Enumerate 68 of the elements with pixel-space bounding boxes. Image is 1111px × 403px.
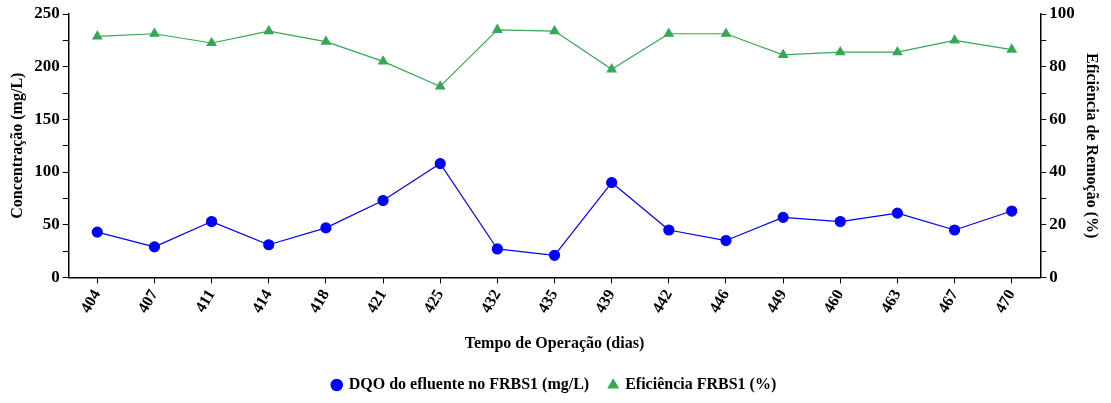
y-tick-label: 250 — [34, 3, 60, 23]
point — [549, 25, 560, 35]
y-tick-label: 200 — [34, 56, 60, 76]
point — [263, 25, 274, 35]
x-axis-title: Tempo de Operação (dias) — [464, 333, 645, 352]
point — [91, 226, 103, 238]
y-axis-title: Concentração (mg/L) — [7, 72, 26, 219]
x-tick-label: 411 — [191, 286, 218, 315]
x-tick-label: 463 — [876, 286, 904, 316]
y-tick-label: 0 — [51, 266, 60, 286]
point — [1006, 43, 1017, 53]
x-tick-label: 407 — [133, 286, 161, 316]
point — [721, 28, 731, 37]
point — [205, 215, 218, 228]
y2-tick-label: 60 — [1049, 108, 1067, 128]
x-tick-label: 432 — [476, 286, 504, 316]
y-tick-label: 100 — [34, 161, 60, 181]
point — [378, 55, 388, 65]
point — [320, 222, 332, 234]
x-tick-label: 446 — [705, 286, 733, 316]
y2-tick-label: 100 — [1049, 3, 1075, 23]
x-tick-label: 470 — [991, 286, 1018, 316]
point — [777, 211, 789, 223]
x-tick-label: 442 — [648, 286, 675, 316]
point — [1006, 205, 1018, 217]
point — [435, 80, 446, 90]
x-tick-label: 425 — [419, 286, 447, 316]
point — [377, 194, 389, 207]
y2-axis-title: Eficiência de Remoção (%) — [1083, 53, 1102, 239]
point — [492, 24, 503, 33]
x-tick-label: 449 — [762, 286, 790, 316]
point — [434, 158, 446, 170]
point — [663, 224, 675, 236]
point — [891, 207, 904, 219]
point — [892, 46, 903, 56]
y2-tick-label: 0 — [1049, 266, 1058, 286]
point — [720, 234, 732, 247]
point — [491, 243, 503, 255]
legend-label: Eficiência FRBS1 (%) — [625, 375, 777, 394]
x-tick-label: 421 — [362, 286, 390, 316]
point — [663, 28, 674, 37]
point — [548, 249, 561, 261]
y2-tick-label: 80 — [1049, 56, 1067, 76]
x-tick-label: 460 — [819, 286, 847, 316]
point — [606, 63, 617, 73]
point — [835, 46, 846, 56]
point — [320, 36, 331, 45]
x-tick-label: 418 — [305, 286, 333, 316]
point — [92, 30, 103, 40]
y2-tick-label: 20 — [1049, 214, 1067, 234]
x-tick-label: 404 — [76, 286, 104, 316]
point — [949, 34, 960, 44]
y-tick-label: 50 — [42, 214, 60, 234]
legend-label: DQO do efluente no FRBS1 (mg/L) — [348, 375, 590, 394]
point — [206, 37, 217, 47]
point — [948, 224, 961, 236]
x-tick-label: 414 — [248, 286, 275, 316]
point — [606, 176, 618, 189]
point — [149, 28, 160, 37]
point — [778, 49, 789, 58]
y-tick-label: 150 — [34, 108, 60, 128]
x-tick-label: 467 — [934, 286, 961, 316]
point — [263, 239, 275, 251]
y2-tick-label: 40 — [1049, 161, 1067, 181]
point — [834, 215, 846, 228]
x-tick-label: 435 — [533, 286, 561, 316]
x-tick-label: 439 — [591, 286, 618, 316]
point — [148, 241, 161, 253]
